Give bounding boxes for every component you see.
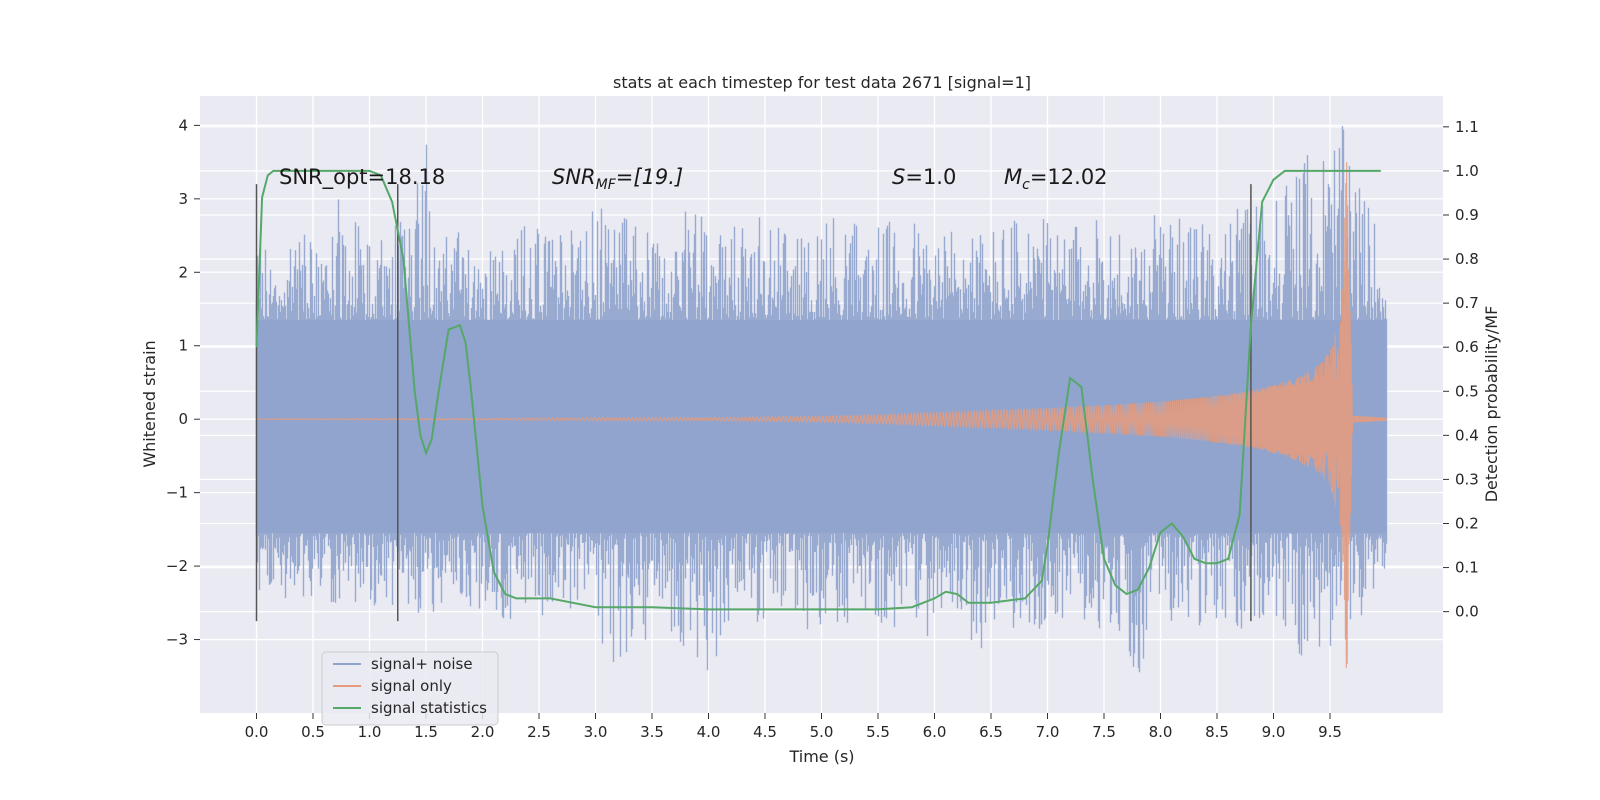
- y-tick-label-right: 0.5: [1455, 382, 1479, 400]
- legend-stats-label: signal statistics: [371, 699, 487, 717]
- y-tick-label-left: 4: [178, 116, 188, 134]
- annotation-snr-mf-sub: MF: [596, 177, 617, 193]
- legend-noise-label: signal+ noise: [371, 655, 473, 673]
- y-tick-label-left: 3: [178, 190, 188, 208]
- annotation-snr-mf-rest: =[19.]: [616, 165, 683, 189]
- x-axis-label: Time (s): [788, 747, 854, 766]
- signal-layer: [256, 162, 1387, 668]
- x-tick-label: 9.0: [1262, 723, 1286, 741]
- x-tick-label: 6.0: [923, 723, 947, 741]
- y-tick-label-right: 0.9: [1455, 206, 1479, 224]
- stats-layer: [255, 169, 1381, 611]
- right-axis-ticks: 1.1 1.0 0.9 0.8 0.7 0.6 0.5 0.4 0.3 0.2 0.1 0.0: [1443, 118, 1479, 621]
- y-tick-label-left: 0: [178, 410, 188, 428]
- x-tick-label: 3.0: [584, 723, 608, 741]
- annotation-mc: Mc=12.02: [1004, 165, 1108, 193]
- markers-layer: [255, 184, 1252, 622]
- y-tick-label-right: 0.6: [1455, 338, 1479, 356]
- y-tick-label-left: −3: [166, 631, 188, 649]
- y-tick-label-right: 0.7: [1455, 294, 1479, 312]
- y-tick-label-right: 0.4: [1455, 426, 1479, 444]
- left-axis-label: Whitened strain: [140, 340, 159, 467]
- x-tick-label: 8.0: [1149, 723, 1173, 741]
- y-tick-label-left: −1: [166, 484, 188, 502]
- x-tick-label: 2.5: [527, 723, 551, 741]
- left-axis-ticks: 4 3 2 1 0 −1 −2 −3: [166, 116, 200, 649]
- annotation-snr-mf-base: SNR: [552, 165, 596, 189]
- y-tick-label-left: −2: [166, 557, 188, 575]
- x-tick-label: 5.5: [866, 723, 890, 741]
- x-tick-label: 7.0: [1036, 723, 1060, 741]
- annotation-snr-opt: SNR_opt=18.18: [279, 165, 445, 190]
- y-tick-label-right: 0.0: [1455, 603, 1479, 621]
- y-tick-label-right: 0.3: [1455, 470, 1479, 488]
- y-tick-label-right: 0.2: [1455, 514, 1479, 532]
- signal-statistics-line: [255, 169, 1381, 611]
- x-tick-label: 3.5: [640, 723, 664, 741]
- x-tick-label: 7.5: [1092, 723, 1116, 741]
- legend-signal-label: signal only: [371, 677, 452, 695]
- annotation-s-var: S: [892, 165, 905, 189]
- y-tick-label-left: 1: [178, 337, 188, 355]
- right-axis-label: Detection probability/MF: [1482, 306, 1501, 503]
- x-tick-label: 6.5: [979, 723, 1003, 741]
- x-tick-label: 9.5: [1318, 723, 1342, 741]
- y-tick-label-right: 1.0: [1455, 162, 1479, 180]
- legend-box: [321, 651, 499, 726]
- x-tick-label: 4.5: [753, 723, 777, 741]
- annotation-mc-rest: =12.02: [1030, 165, 1108, 189]
- x-tick-label: 0.5: [301, 723, 325, 741]
- x-axis-ticks: 0.0 0.5 1.0 1.5 2.0 2.5 3.0 3.5 4.0 4.5 5.0 5.5 6.0 6…: [245, 713, 1342, 741]
- annotation-s: S=1.0: [892, 165, 956, 189]
- y-tick-label-right: 1.1: [1455, 118, 1479, 136]
- y-tick-label-right: 0.1: [1455, 559, 1479, 577]
- x-tick-label: 8.5: [1205, 723, 1229, 741]
- chart-title: stats at each timestep for test data 267…: [613, 73, 1031, 92]
- y-tick-label-right: 0.8: [1455, 250, 1479, 268]
- annotation-mc-base: M: [1004, 165, 1022, 189]
- x-tick-label: 4.0: [697, 723, 721, 741]
- x-tick-label: 1.0: [358, 723, 382, 741]
- annotation-s-rest: =1.0: [905, 165, 956, 189]
- annotation-snr-mf: SNRMF=[19.]: [552, 165, 683, 193]
- legend: signal+ noise signal only signal statist…: [321, 651, 499, 726]
- x-tick-label: 2.0: [471, 723, 495, 741]
- x-tick-label: 1.5: [414, 723, 438, 741]
- annotation-mc-sub: c: [1022, 177, 1030, 193]
- signal-chirp-line: [256, 162, 1387, 668]
- y-tick-label-left: 2: [178, 263, 188, 281]
- x-tick-label: 5.0: [810, 723, 834, 741]
- x-tick-label: 0.0: [245, 723, 269, 741]
